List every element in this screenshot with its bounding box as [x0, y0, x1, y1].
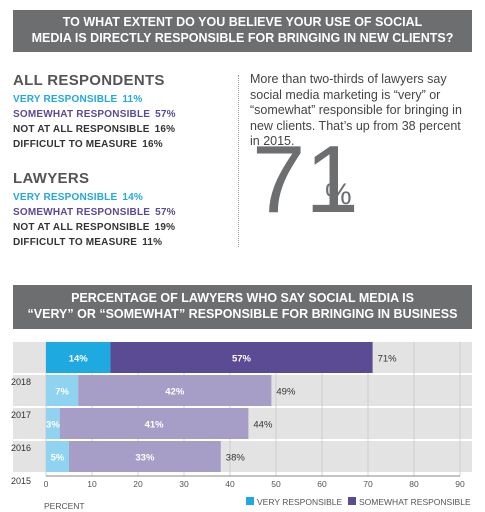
x-tick-label: 70	[363, 479, 373, 489]
lawyers-row-not-at-all-label: NOT AT ALL RESPONSIBLE	[13, 222, 150, 233]
lawyers-row-somewhat-value: 57%	[155, 207, 176, 218]
total-label: 71%	[378, 354, 398, 365]
question-line-2: MEDIA IS DIRECTLY RESPONSIBLE FOR BRINGI…	[31, 31, 454, 45]
question-banner: TO WHAT EXTENT DO YOU BELIEVE YOUR USE O…	[13, 10, 472, 52]
total-label: 44%	[253, 420, 273, 431]
lawyers-row-somewhat-label: SOMEWHAT RESPONSIBLE	[13, 207, 151, 218]
lawyers-row-very-value: 14%	[122, 192, 143, 203]
x-tick-label: 10	[87, 479, 97, 489]
x-tick-label: 50	[271, 479, 281, 489]
data-label-somewhat: 33%	[135, 453, 155, 464]
year-label: 2018	[11, 377, 31, 387]
lawyers-row-very-label: VERY RESPONSIBLE	[13, 192, 118, 203]
all-row-somewhat-label: SOMEWHAT RESPONSIBLE	[13, 109, 151, 120]
data-label-very: 3%	[46, 420, 60, 431]
bar-somewhat-responsible	[69, 441, 221, 472]
all-row-very-label: VERY RESPONSIBLE	[13, 94, 118, 105]
x-tick-label: 40	[225, 479, 235, 489]
lawyers-row-not-at-all: NOT AT ALL RESPONSIBLE 19%	[13, 220, 233, 235]
all-row-somewhat-value: 57%	[155, 109, 176, 120]
x-axis-title: PERCENT	[44, 501, 85, 511]
all-row-difficult-label: DIFFICULT TO MEASURE	[13, 139, 138, 150]
bar-very-responsible	[46, 441, 69, 472]
all-row-very: VERY RESPONSIBLE 11%	[13, 92, 233, 107]
dotted-divider	[238, 75, 239, 247]
all-respondents-title: ALL RESPONDENTS	[13, 72, 165, 89]
lawyers-row-difficult-label: DIFFICULT TO MEASURE	[13, 237, 138, 248]
question-line-1: TO WHAT EXTENT DO YOU BELIEVE YOUR USE O…	[62, 15, 423, 29]
stacked-bar-chart: 14% 57% 71%7% 42% 49%3% 41% 44%5% 33% 38%2018201…	[11, 342, 472, 511]
lawyers-group: LAWYERS VERY RESPONSIBLE 14% SOMEWHAT RES…	[13, 170, 233, 250]
bar-very-responsible	[46, 408, 60, 439]
bar-somewhat-responsible	[78, 375, 272, 406]
x-tick-label: 80	[409, 479, 419, 489]
data-label-somewhat: 41%	[145, 420, 165, 431]
year-label: 2016	[11, 443, 31, 453]
x-tick-label: 90	[455, 479, 465, 489]
lawyers-row-somewhat: SOMEWHAT RESPONSIBLE 57%	[13, 205, 233, 220]
year-label: 2017	[11, 410, 31, 420]
bar-very-responsible	[46, 375, 79, 406]
callout-text: More than two-thirds of lawyers say soci…	[250, 72, 462, 148]
x-tick-label: 0	[44, 479, 49, 489]
data-label-very: 7%	[55, 387, 69, 398]
all-row-difficult: DIFFICULT TO MEASURE 16%	[13, 137, 233, 152]
big-percent-sign: %	[325, 178, 352, 211]
data-label-somewhat: 57%	[232, 354, 252, 365]
legend-swatch-very	[246, 497, 254, 505]
total-label: 49%	[276, 387, 296, 398]
bar-very-responsible	[46, 342, 111, 373]
all-row-not-at-all: NOT AT ALL RESPONSIBLE 16%	[13, 122, 233, 137]
lawyers-row-not-at-all-value: 19%	[154, 222, 176, 233]
big-percent-number: 71	[252, 126, 359, 233]
data-label-very: 14%	[69, 354, 89, 365]
total-label: 38%	[226, 453, 246, 464]
all-row-not-at-all-value: 16%	[154, 124, 176, 135]
all-row-not-at-all-label: NOT AT ALL RESPONSIBLE	[13, 124, 150, 135]
data-label-somewhat: 42%	[165, 387, 185, 398]
all-row-difficult-value: 16%	[142, 139, 163, 150]
lawyers-row-very: VERY RESPONSIBLE 14%	[13, 190, 233, 205]
x-tick-label: 20	[133, 479, 143, 489]
all-respondents-group: ALL RESPONDENTS VERY RESPONSIBLE 11% SOME…	[13, 72, 233, 152]
chart-title-line-1: PERCENTAGE OF LAWYERS WHO SAY SOCIAL MED…	[71, 291, 414, 305]
all-row-very-value: 11%	[122, 94, 143, 105]
chart-title-line-2: “VERY” OR “SOMEWHAT” RESPONSIBLE FOR BRI…	[27, 307, 458, 321]
lawyers-row-difficult-value: 11%	[142, 237, 163, 248]
x-tick-label: 30	[179, 479, 189, 489]
legend-label-very: VERY RESPONSIBLE	[257, 497, 343, 507]
all-row-somewhat: SOMEWHAT RESPONSIBLE 57%	[13, 107, 233, 122]
lawyers-title: LAWYERS	[13, 170, 90, 187]
bar-somewhat-responsible	[110, 342, 373, 373]
bar-somewhat-responsible	[59, 408, 249, 439]
legend-swatch-somewhat	[348, 497, 356, 505]
legend-label-somewhat: SOMEWHAT RESPONSIBLE	[359, 497, 471, 507]
year-label: 2015	[11, 476, 31, 486]
lawyers-row-difficult: DIFFICULT TO MEASURE 11%	[13, 235, 233, 250]
chart-title-banner: PERCENTAGE OF LAWYERS WHO SAY SOCIAL MED…	[13, 285, 472, 329]
x-tick-label: 60	[317, 479, 327, 489]
data-label-very: 5%	[51, 453, 65, 464]
